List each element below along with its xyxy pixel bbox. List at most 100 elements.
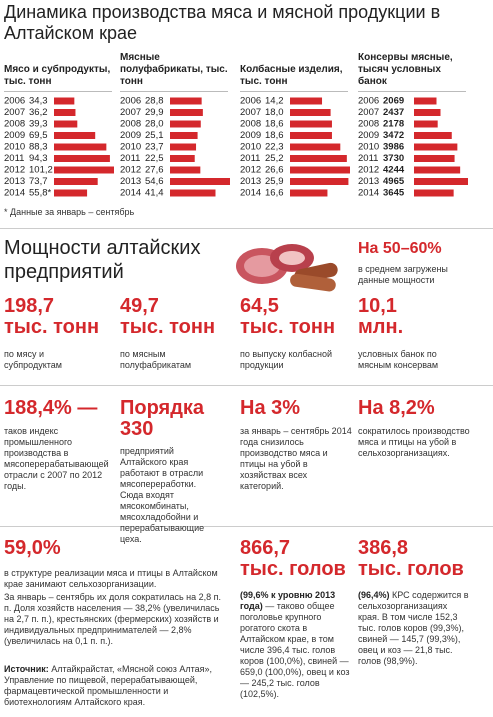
category-label: 2010 [120,142,141,153]
bar [414,155,455,162]
value-label: 41,4 [145,188,164,199]
source-text: Алтайкрайстат, «Мясной союз Алтая», Упра… [4,664,212,707]
capacity-value: 64,5 [240,295,279,317]
value-label: 3730 [383,153,404,164]
capacity-unit: млн. [358,316,404,338]
bar [54,155,110,162]
fact-text: предприятий Алтайского края работают в о… [120,446,205,544]
value-label: 22,3 [265,142,284,153]
value-label: 25,2 [265,153,284,164]
bar [290,166,350,174]
chart-title: Мясо и субпродукты, тыс. тонн [4,62,112,92]
source-label: Источник: [4,664,49,674]
capacity-value: 10,1 [358,295,397,317]
divider [0,228,493,229]
category-label: 2012 [4,165,25,176]
category-label: 2014 [120,188,141,199]
fact-value: На 8,2% [358,397,435,419]
value-label: 36,2 [29,107,48,118]
section-title: Мощности алтайских предприятий [4,237,201,283]
fact-value: 188,4% — [4,397,98,419]
bar [170,178,230,185]
capacity-text: по выпуску колбасной продукции [240,349,332,370]
value-label: 28,8 [145,96,164,107]
bar [54,143,107,151]
category-label: 2007 [120,107,141,118]
category-label: 2006 [120,96,141,107]
bar [170,132,198,139]
category-label: 2006 [240,96,261,107]
bar [170,189,216,197]
category-label: 2008 [240,119,261,130]
bar-chart: 2006 34,3 2007 36,2 2008 39,3 2009 69,5 2010 88,3… [4,96,114,199]
value-label: 2437 [383,107,404,118]
livestock-text: (99,6% к уровню 2013 года) — таково обще… [240,590,352,700]
bar [54,120,78,128]
value-label: 3986 [383,142,404,153]
value-label: 28,0 [145,119,164,130]
bar [414,178,468,185]
structure-detail: За январь – сентябрь их доля сократилась… [4,592,222,646]
fact-text: за январь – сентябрь 2014 года снизилось… [240,426,352,491]
livestock-text: (96,4%) КРС содержится в сельхозорганиза… [358,590,470,667]
value-label: 16,6 [265,188,284,199]
fact-value: На 3% [240,397,301,419]
value-label: 23,7 [145,142,164,153]
bar [170,155,195,162]
value-label: 39,3 [29,119,48,130]
structure-text: в структуре реализации мяса и птицы в Ал… [4,568,218,589]
bar-chart: 2006 14,2 2007 18,0 2008 18,6 2009 18,6 2010 22,3… [240,96,350,199]
source: Источник: Алтайкрайстат, «Мясной союз Ал… [4,664,229,708]
livestock-lead: (99,6% к уровню 2013 года) [240,590,336,611]
bar [290,97,323,105]
bar [414,143,458,151]
category-label: 2012 [240,165,261,176]
category-label: 2012 [358,165,379,176]
meat-illustration [236,244,338,292]
value-label: 25,1 [145,130,164,141]
value-label: 18,0 [265,107,284,118]
bar [414,189,454,197]
bar [170,166,201,174]
category-label: 2011 [4,153,24,164]
fact-value: Порядка 330 [120,397,205,440]
load-value: На 50–60% [358,240,442,257]
bar [414,120,438,128]
category-label: 2010 [240,142,261,153]
value-label: 2069 [383,96,404,107]
value-label: 18,6 [265,130,284,141]
capacity-value: 49,7 [120,295,159,317]
category-label: 2014 [240,188,261,199]
value-label: 94,3 [29,153,48,164]
bar [290,189,328,197]
livestock-value: 866,7 [240,537,291,559]
category-label: 2011 [358,153,378,164]
value-label: 54,6 [145,176,164,187]
divider [0,385,493,386]
category-label: 2008 [4,119,25,130]
chart-title: Мясные полуфабрикаты, тыс. тонн [120,52,228,92]
value-label: 3645 [383,188,405,199]
bar [414,109,441,116]
value-label: 3472 [383,130,404,141]
chart-title: Консервы мясные, тысяч условных банок [358,52,466,92]
livestock-note: — таково общее поголовье крупного рогато… [240,601,350,699]
category-label: 2014 [358,188,379,199]
bar [54,178,98,185]
value-label: 55,8* [29,188,51,199]
bar [290,120,332,128]
value-label: 69,5 [29,130,48,141]
category-label: 2009 [358,130,379,141]
category-label: 2008 [120,119,141,130]
bar [170,109,203,116]
bar-chart: 2006 28,8 2007 29,9 2008 28,0 2009 25,1 2010 23,7… [120,96,230,199]
bar [290,143,341,151]
value-label: 18,6 [265,119,284,130]
value-label: 4965 [383,176,405,187]
category-label: 2011 [240,153,260,164]
chart-title: Колбасные изделия, тыс. тонн [240,62,348,92]
category-label: 2009 [240,130,261,141]
value-label: 73,7 [29,176,48,187]
